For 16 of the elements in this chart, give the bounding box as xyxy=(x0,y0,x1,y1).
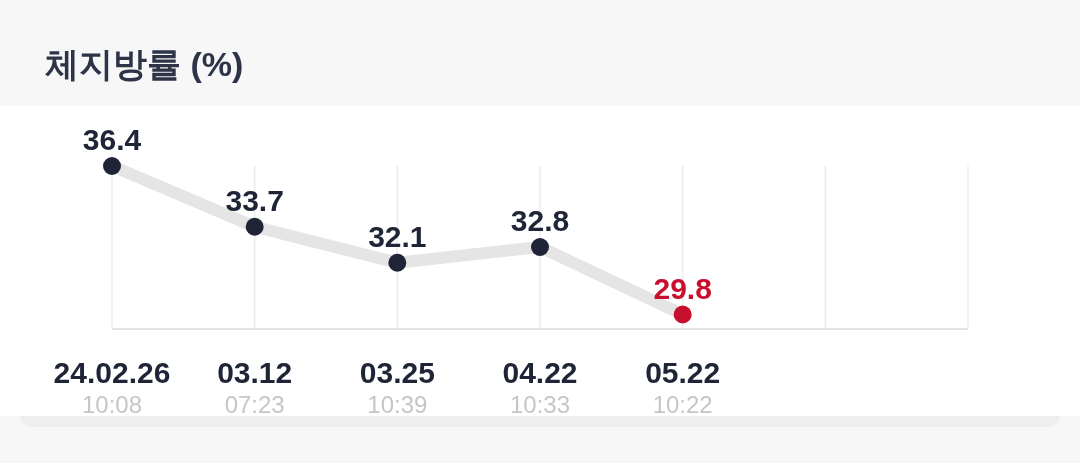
x-tick-label: 10:08 xyxy=(81,391,143,418)
x-tick-label: 10:39 xyxy=(367,391,428,418)
data-label: 29.8 xyxy=(653,271,712,305)
x-tick-label: 10:22 xyxy=(652,391,713,418)
data-label: 32.1 xyxy=(368,219,427,253)
x-tick-label: 07:23 xyxy=(224,391,285,418)
x-tick-label: 05.22 xyxy=(645,356,721,389)
data-label: 32.8 xyxy=(510,204,570,237)
data-label: 36.4 xyxy=(82,123,142,156)
x-tick-label: 24.02.26 xyxy=(53,356,171,389)
x-tick-label: 03.25 xyxy=(359,356,435,389)
x-tick-label: 10:33 xyxy=(509,391,571,418)
title: 체지방률 (%) xyxy=(45,45,244,83)
data-label: 33.7 xyxy=(225,183,284,217)
x-tick-label: 03.12 xyxy=(217,356,293,389)
x-tick-label: 04.22 xyxy=(502,356,578,389)
